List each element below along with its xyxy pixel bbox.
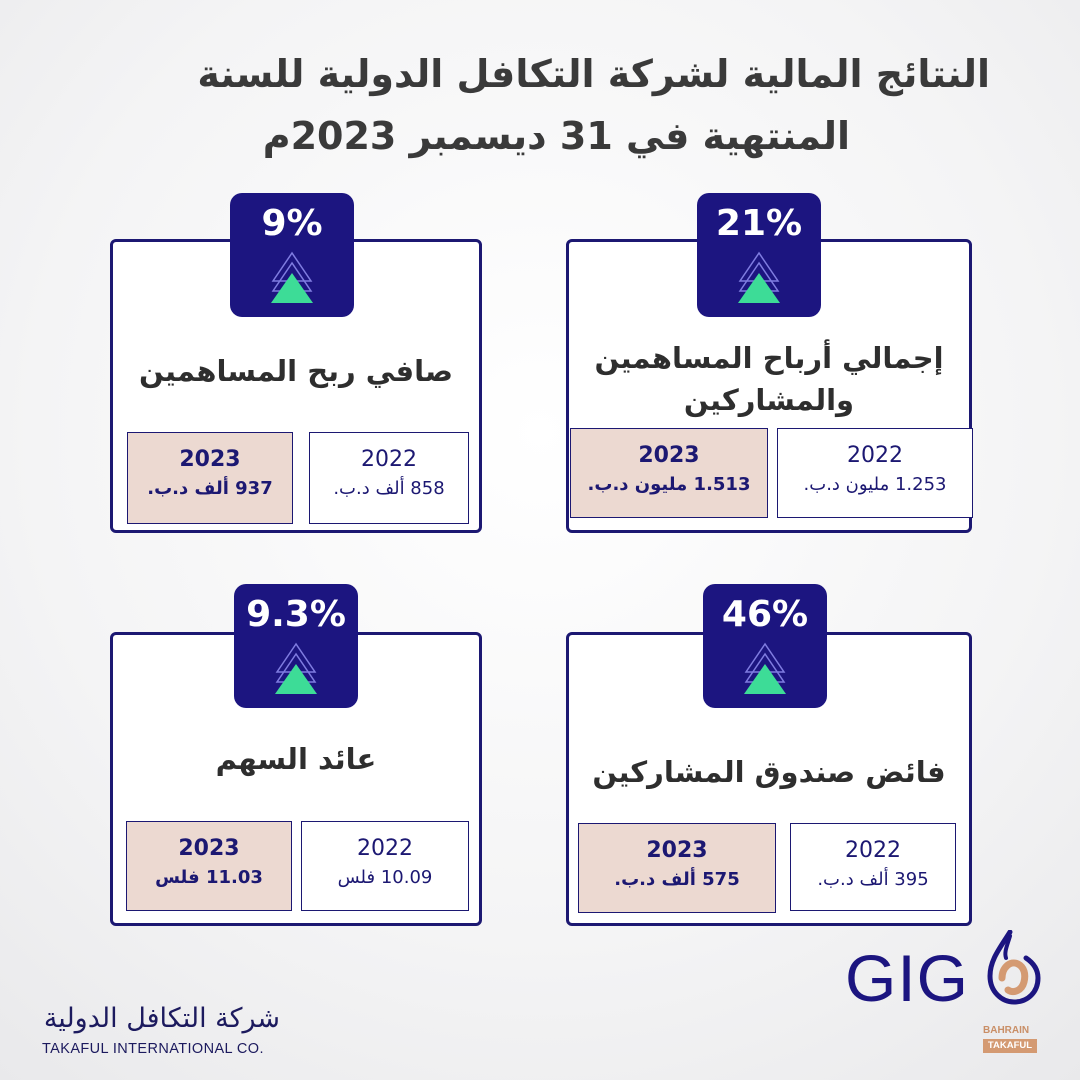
- growth-badge: 9.3%: [234, 584, 358, 708]
- growth-percent: 9%: [261, 203, 323, 244]
- value-box-2023: 2023 11.03 فلس: [126, 821, 292, 911]
- gig-logo-text: GIG: [845, 941, 970, 1015]
- droplet-logo-icon: [987, 930, 1041, 1005]
- up-arrow-icon: [275, 642, 317, 694]
- value-box-2022: 2022 1.253 مليون د.ب.: [777, 428, 973, 518]
- growth-percent: 46%: [721, 594, 809, 635]
- logo-subtitle-bahrain: BAHRAIN: [983, 1025, 1030, 1036]
- card-label: فائض صندوق المشاركين: [592, 755, 946, 789]
- page-title-line2: المنتهية في 31 ديسمبر 2023م: [262, 114, 850, 158]
- page-title-line1: النتائج المالية لشركة التكافل الدولية لل…: [197, 52, 990, 96]
- logo-subtitle-takaful: TAKAFUL: [983, 1039, 1037, 1053]
- growth-percent: 21%: [715, 203, 803, 244]
- company-name-arabic: شركة التكافل الدولية: [43, 1003, 280, 1034]
- card-label: عائد السهم: [215, 742, 377, 776]
- value-box-2022: 2022 858 ألف د.ب.: [309, 432, 469, 524]
- up-arrow-icon: [738, 251, 780, 303]
- up-arrow-icon: [744, 642, 786, 694]
- growth-badge: 21%: [697, 193, 821, 317]
- value-box-2023: 2023 575 ألف د.ب.: [578, 823, 776, 913]
- card-label: صافي ربح المساهمين: [138, 354, 454, 388]
- growth-percent: 9.3%: [246, 594, 346, 635]
- value-box-2023: 2023 1.513 مليون د.ب.: [570, 428, 768, 518]
- company-name-english: TAKAFUL INTERNATIONAL CO.: [42, 1041, 264, 1057]
- value-box-2022: 2022 395 ألف د.ب.: [790, 823, 956, 911]
- value-box-2023: 2023 937 ألف د.ب.: [127, 432, 293, 524]
- card-label: إجمالي أرباح المساهمين والمشاركين: [594, 341, 944, 417]
- growth-badge: 9%: [230, 193, 354, 317]
- up-arrow-icon: [271, 251, 313, 303]
- growth-badge: 46%: [703, 584, 827, 708]
- value-box-2022: 2022 10.09 فلس: [301, 821, 469, 911]
